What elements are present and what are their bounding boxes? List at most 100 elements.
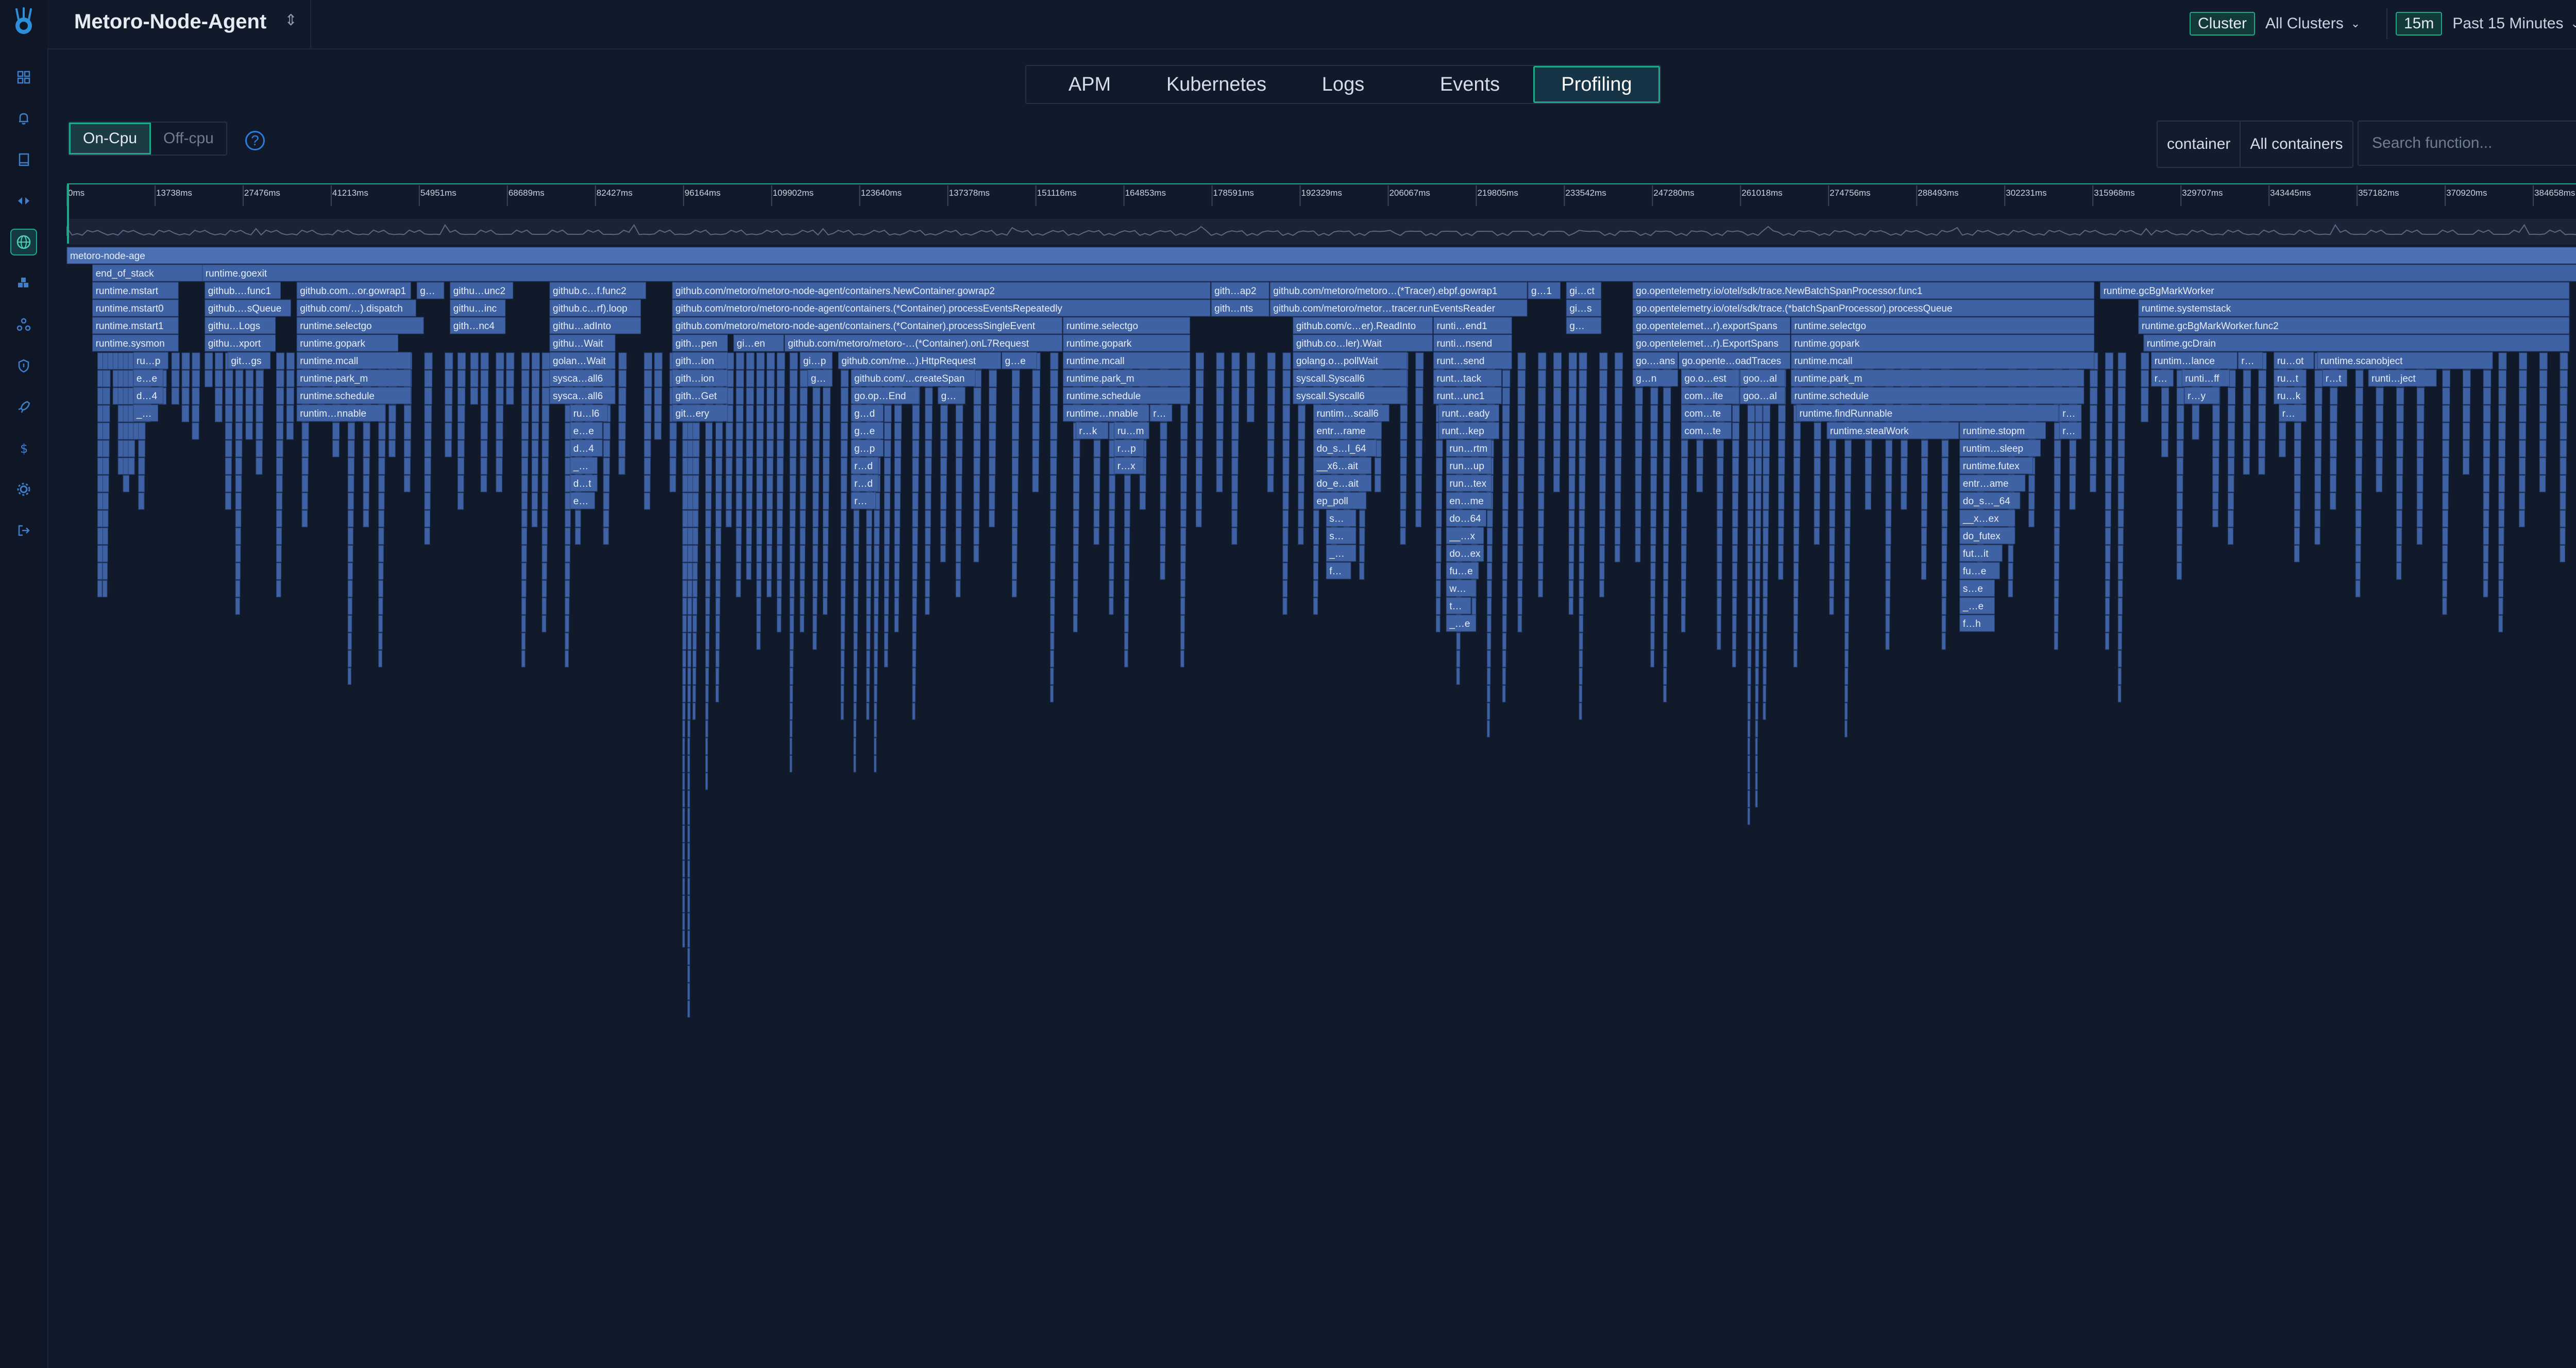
flame-frame[interactable]: com…te bbox=[1681, 404, 1732, 422]
flame-frame[interactable] bbox=[2376, 387, 2384, 405]
flame-frame[interactable] bbox=[1415, 510, 1421, 527]
flame-frame[interactable] bbox=[1011, 527, 1018, 545]
flame-frame[interactable] bbox=[1635, 457, 1642, 475]
flame-frame[interactable] bbox=[235, 562, 241, 580]
flame-frame[interactable] bbox=[1941, 492, 1948, 510]
flame-frame[interactable] bbox=[823, 440, 830, 457]
flame-frame[interactable]: g…d bbox=[851, 404, 884, 422]
flame-frame[interactable] bbox=[424, 422, 432, 440]
flame-frame[interactable] bbox=[1762, 545, 1769, 562]
flame-frame[interactable] bbox=[1732, 405, 1740, 422]
tab-apm[interactable]: APM bbox=[1068, 73, 1111, 95]
flame-frame[interactable] bbox=[1093, 475, 1100, 492]
flame-frame[interactable] bbox=[1050, 422, 1058, 440]
flame-frame[interactable] bbox=[1568, 492, 1575, 510]
flame-frame[interactable] bbox=[1313, 580, 1318, 597]
flame-frame[interactable] bbox=[1538, 440, 1545, 457]
flame-frame[interactable] bbox=[789, 510, 796, 527]
flame-frame[interactable] bbox=[973, 492, 980, 510]
flame-frame[interactable] bbox=[1755, 457, 1762, 475]
flame-frame[interactable] bbox=[1635, 545, 1641, 562]
flame-frame[interactable] bbox=[776, 492, 783, 510]
flame-frame[interactable] bbox=[1517, 562, 1523, 580]
flame-frame[interactable] bbox=[1844, 475, 1851, 492]
flame-frame[interactable] bbox=[2539, 405, 2547, 422]
flame-frame[interactable] bbox=[1696, 440, 1704, 457]
flame-frame[interactable] bbox=[2054, 580, 2059, 597]
flame-frame[interactable] bbox=[1717, 632, 1721, 650]
flame-frame[interactable] bbox=[424, 475, 431, 492]
flame-frame[interactable] bbox=[1599, 370, 1607, 387]
flame-frame[interactable] bbox=[2117, 387, 2126, 405]
tab-profiling[interactable]: Profiling bbox=[1533, 66, 1660, 103]
flame-frame[interactable] bbox=[506, 387, 514, 405]
flame-frame[interactable] bbox=[2560, 527, 2566, 545]
flame-frame[interactable] bbox=[618, 422, 626, 440]
flame-frame[interactable] bbox=[789, 475, 796, 492]
flame-frame[interactable] bbox=[1681, 597, 1686, 615]
flame-frame[interactable] bbox=[1762, 475, 1770, 492]
flame-frame[interactable] bbox=[531, 440, 539, 457]
flame-frame[interactable] bbox=[1793, 510, 1800, 527]
flame-frame[interactable] bbox=[1755, 562, 1760, 580]
flame-frame[interactable] bbox=[1139, 492, 1146, 510]
flame-frame[interactable] bbox=[1696, 475, 1703, 492]
flame-frame[interactable] bbox=[235, 597, 240, 615]
flame-frame[interactable] bbox=[603, 510, 609, 527]
flame-frame[interactable] bbox=[521, 440, 529, 457]
flame-frame[interactable] bbox=[1517, 545, 1523, 562]
flame-frame[interactable] bbox=[97, 510, 104, 527]
flame-frame[interactable] bbox=[276, 580, 281, 597]
flame-frame[interactable] bbox=[1011, 370, 1020, 387]
flame-frame[interactable] bbox=[97, 527, 103, 545]
flame-frame[interactable] bbox=[1579, 527, 1585, 545]
flame-frame[interactable] bbox=[789, 352, 798, 370]
flame-frame[interactable] bbox=[1180, 440, 1188, 457]
flame-frame[interactable] bbox=[457, 352, 466, 370]
flame-frame[interactable] bbox=[1124, 562, 1130, 580]
flame-frame[interactable]: runtim…lance bbox=[2151, 352, 2238, 369]
tab-kubernetes[interactable]: Kubernetes bbox=[1166, 73, 1267, 95]
flame-frame[interactable] bbox=[378, 527, 384, 545]
flame-frame[interactable] bbox=[705, 738, 708, 755]
cubes-icon[interactable] bbox=[10, 270, 37, 297]
flame-frame[interactable] bbox=[102, 405, 110, 422]
flame-frame[interactable] bbox=[181, 387, 190, 405]
flame-frame[interactable]: runtime.futex bbox=[1959, 457, 2033, 474]
flame-frame[interactable] bbox=[1681, 527, 1687, 545]
flame-frame[interactable] bbox=[1487, 632, 1492, 650]
flame-frame[interactable] bbox=[853, 738, 856, 755]
flame-frame[interactable] bbox=[1180, 580, 1185, 597]
flame-frame[interactable] bbox=[1435, 510, 1442, 527]
flame-frame[interactable] bbox=[1941, 510, 1948, 527]
flame-frame[interactable] bbox=[1681, 457, 1688, 475]
flame-frame[interactable] bbox=[746, 352, 755, 370]
flame-frame[interactable] bbox=[496, 352, 504, 370]
flame-frame[interactable] bbox=[2117, 422, 2125, 440]
search-function-input[interactable] bbox=[2358, 121, 2576, 166]
flame-frame[interactable] bbox=[1755, 703, 1758, 720]
flame-frame[interactable] bbox=[2090, 370, 2098, 387]
flame-frame[interactable] bbox=[766, 457, 773, 475]
flame-frame[interactable] bbox=[1267, 422, 1275, 440]
flame-frame[interactable] bbox=[1050, 597, 1055, 615]
flame-frame[interactable] bbox=[687, 685, 691, 703]
flame-frame[interactable] bbox=[874, 580, 879, 597]
flame-frame[interactable] bbox=[925, 545, 930, 562]
flame-frame[interactable] bbox=[853, 562, 859, 580]
flame-frame[interactable] bbox=[1282, 422, 1290, 440]
flame-frame[interactable] bbox=[1732, 475, 1739, 492]
flame-frame[interactable] bbox=[1747, 668, 1751, 685]
flame-frame[interactable] bbox=[884, 457, 891, 475]
flame-frame[interactable] bbox=[1553, 370, 1562, 387]
flame-frame[interactable] bbox=[457, 440, 465, 457]
flame-frame[interactable] bbox=[215, 370, 223, 387]
flame-frame[interactable]: runtime.mcall bbox=[296, 352, 411, 369]
flame-frame[interactable] bbox=[424, 387, 432, 405]
flame-frame[interactable] bbox=[192, 422, 199, 440]
flame-frame[interactable] bbox=[1247, 370, 1255, 387]
flame-frame[interactable] bbox=[2176, 457, 2183, 475]
flame-frame[interactable] bbox=[1650, 387, 1658, 405]
flame-frame[interactable] bbox=[2355, 440, 2363, 457]
flame-frame[interactable]: do_futex bbox=[1959, 527, 2015, 544]
